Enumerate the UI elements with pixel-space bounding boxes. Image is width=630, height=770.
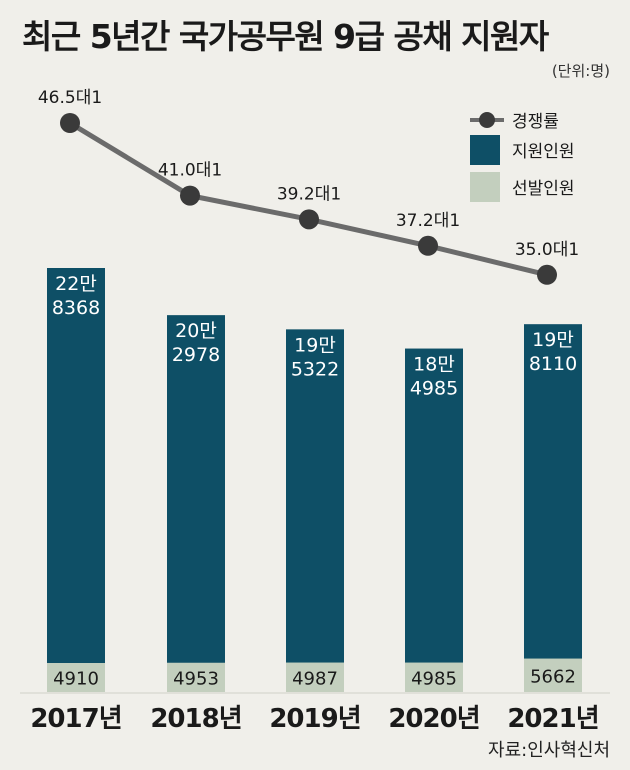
ratio-label: 39.2대1 — [277, 184, 341, 204]
unit-label: (단위:명) — [551, 62, 610, 80]
applicant-bar — [47, 268, 105, 692]
legend-swatch-selected — [470, 172, 500, 202]
legend-swatch-applicants — [470, 135, 500, 165]
applicant-value-label: 5322 — [291, 358, 339, 380]
x-tick-label: 2019년 — [269, 704, 360, 734]
legend-label-applicants: 지원인원 — [512, 142, 575, 162]
selection-bar — [405, 662, 463, 692]
ratio-point — [180, 185, 200, 206]
chart-title: 최근 5년간 국가공무원 9급 공채 지원자 — [22, 17, 549, 56]
ratio-point — [60, 113, 80, 133]
selection-value-label: 5662 — [530, 666, 576, 687]
x-tick-label: 2020년 — [388, 704, 479, 734]
selection-bar — [167, 662, 225, 692]
x-tick-label: 2021년 — [507, 704, 598, 734]
selection-bar — [286, 662, 344, 692]
ratio-label: 37.2대1 — [396, 211, 460, 231]
selection-bar — [524, 658, 582, 692]
source-label: 자료:인사혁신처 — [488, 740, 610, 761]
selection-value-label: 4987 — [292, 668, 338, 689]
applicant-value-label: 8368 — [52, 297, 100, 319]
applicant-value-label: 22만 — [55, 273, 97, 295]
ratio-label: 41.0대1 — [158, 161, 222, 181]
ratio-label: 35.0대1 — [515, 240, 579, 260]
applicant-value-label: 18만 — [413, 354, 455, 376]
x-tick-label: 2017년 — [30, 704, 121, 734]
applicant-bar — [524, 324, 582, 692]
ratio-point — [537, 264, 557, 285]
selection-value-label: 4910 — [53, 669, 99, 690]
selection-value-label: 4953 — [173, 668, 219, 689]
ratio-point — [299, 209, 319, 230]
applicant-value-label: 19만 — [294, 334, 336, 356]
selection-bar — [47, 663, 105, 692]
ratio-point — [418, 235, 438, 256]
legend-label-ratio: 경쟁률 — [512, 112, 559, 132]
legend-line-marker — [479, 112, 495, 128]
applicant-bar — [405, 348, 463, 692]
selection-value-label: 4985 — [411, 668, 457, 689]
x-tick-label: 2018년 — [150, 704, 241, 734]
applicant-bar — [286, 329, 344, 692]
applicant-bar — [167, 315, 225, 692]
applicant-value-label: 19만 — [532, 329, 574, 351]
applicant-value-label: 20만 — [175, 320, 217, 342]
applicant-value-label: 4985 — [410, 378, 458, 400]
applicant-value-label: 2978 — [172, 344, 220, 366]
ratio-label: 46.5대1 — [38, 88, 102, 108]
legend-label-selected: 선발인원 — [512, 179, 575, 199]
applicant-value-label: 8110 — [529, 353, 577, 375]
